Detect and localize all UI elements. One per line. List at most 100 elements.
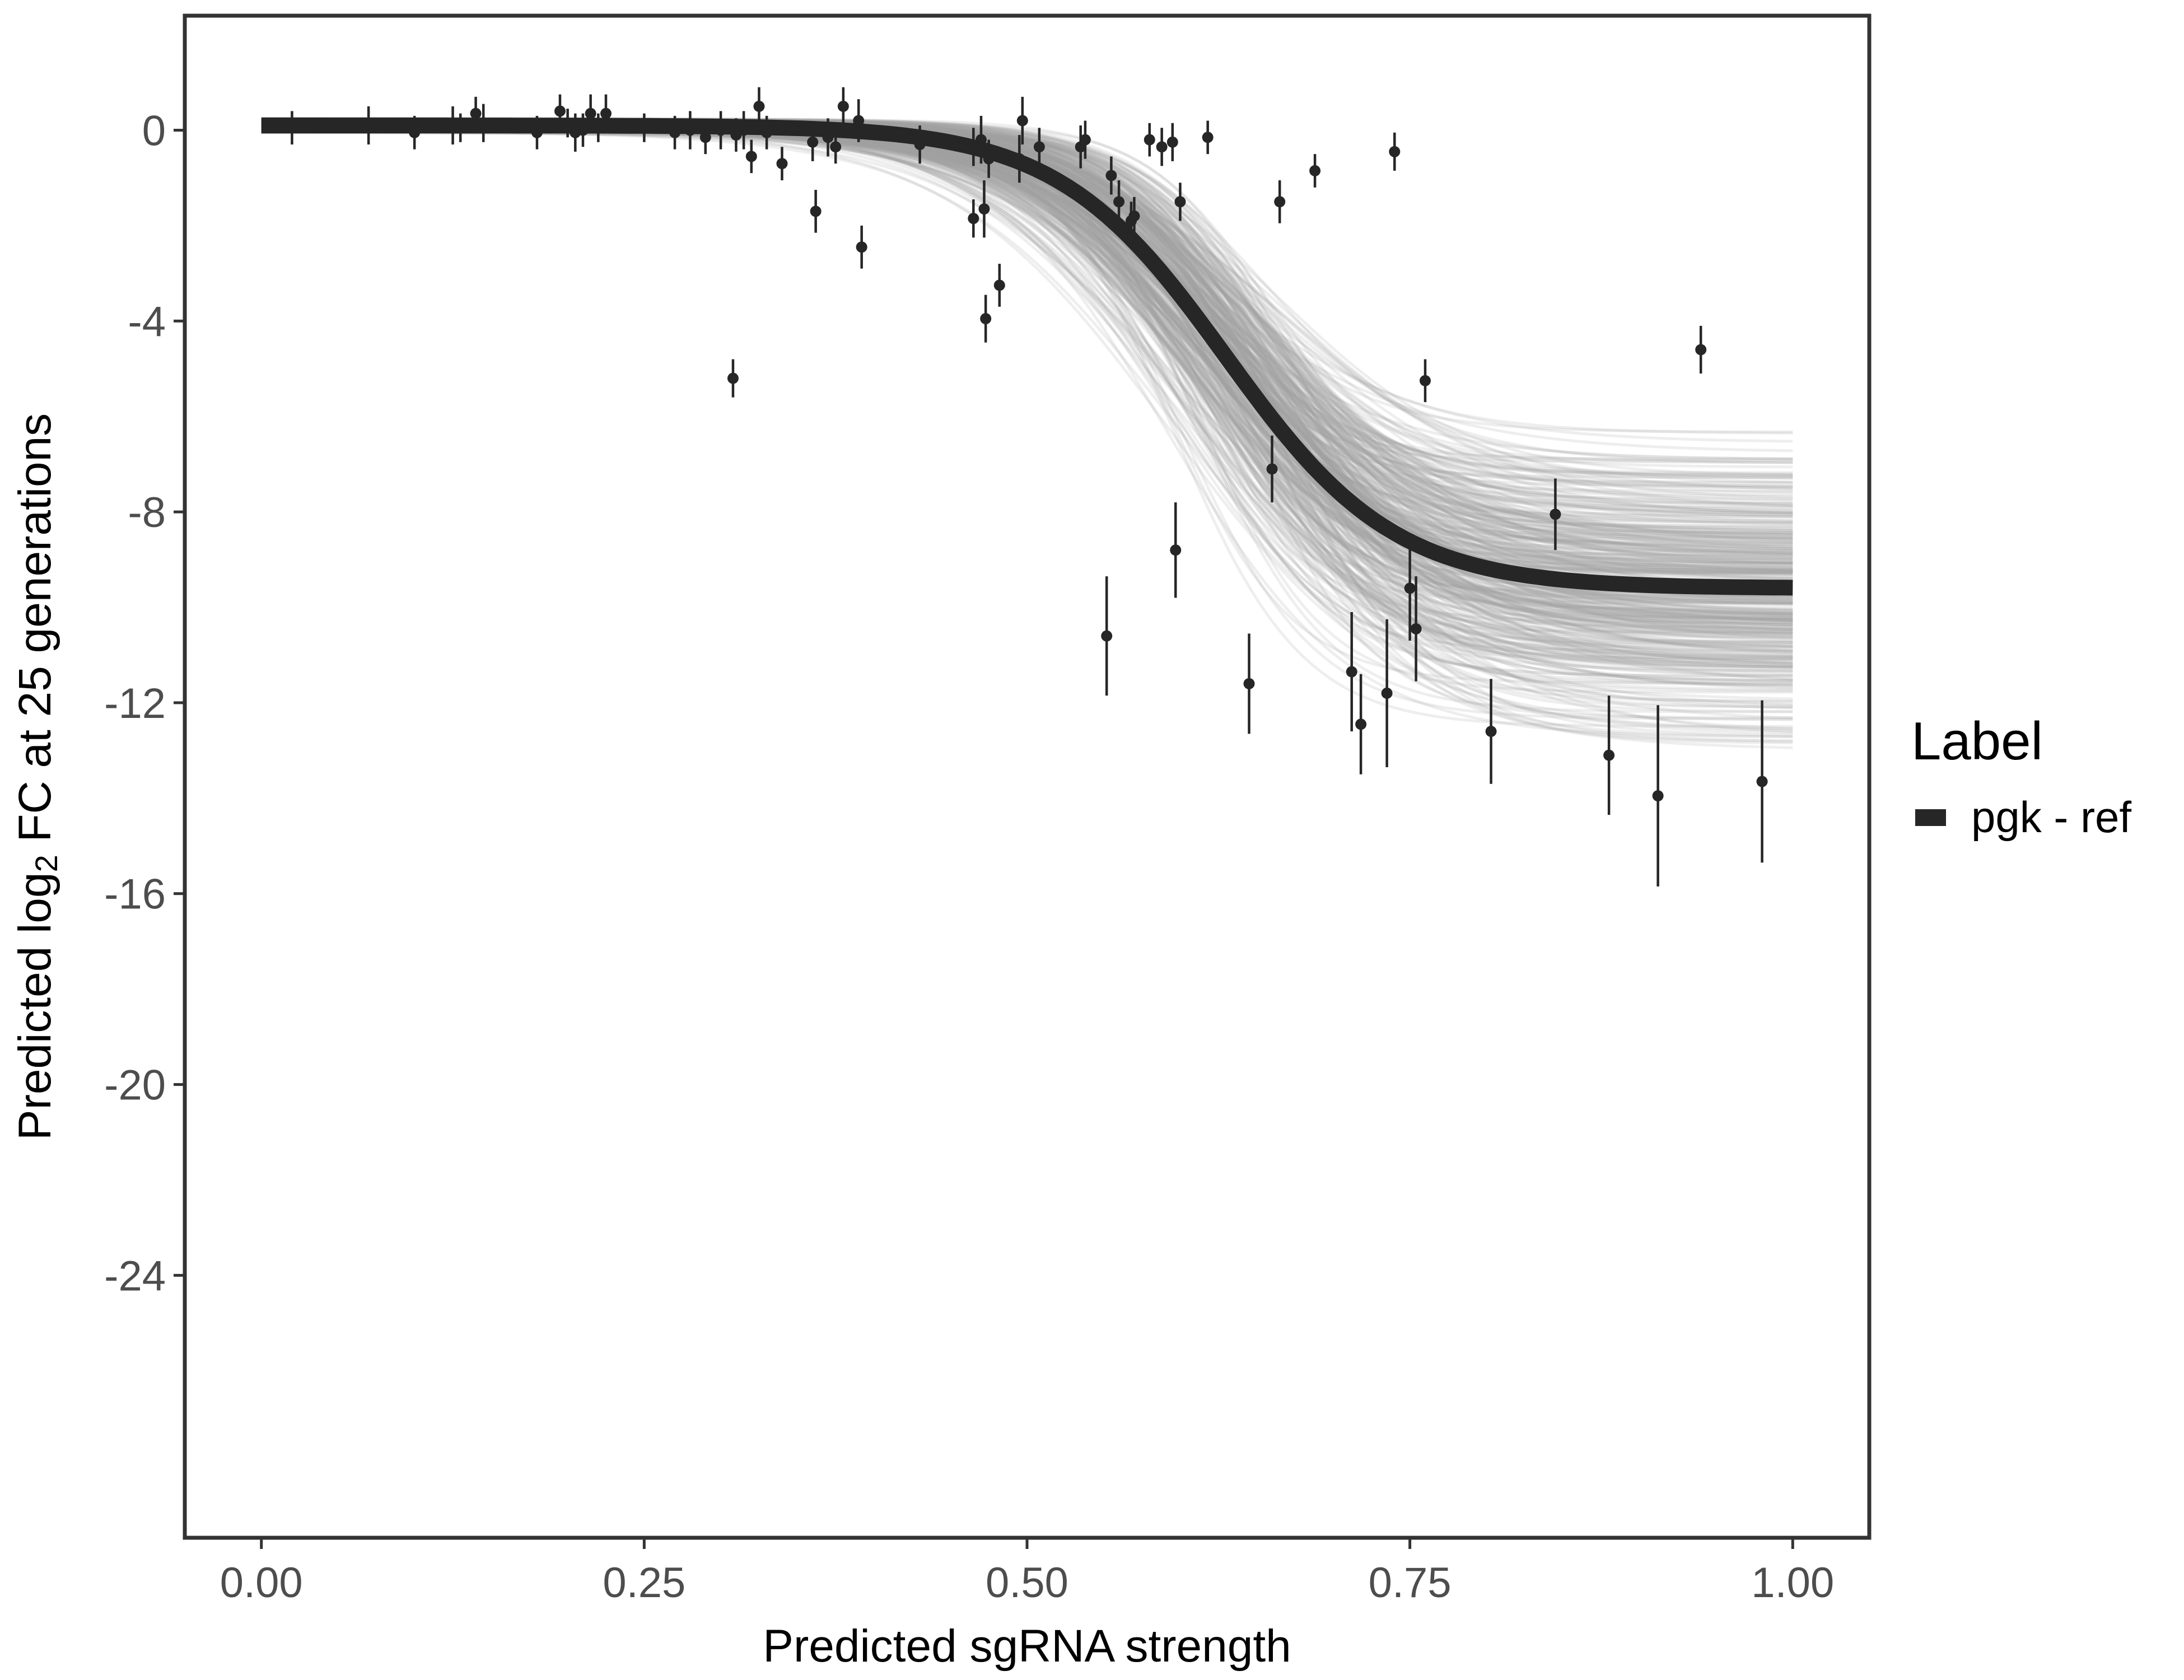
- data-point: [1652, 790, 1664, 802]
- data-point: [669, 127, 681, 138]
- data-point: [1419, 375, 1431, 386]
- data-point: [715, 124, 727, 136]
- data-point: [554, 105, 566, 117]
- data-point: [830, 141, 842, 153]
- data-point: [914, 139, 926, 151]
- data-point: [975, 134, 987, 146]
- data-point: [1144, 134, 1155, 146]
- y-axis-title-suffix: FC at 25 generations: [10, 413, 60, 855]
- data-point: [1128, 210, 1140, 222]
- data-point: [286, 122, 298, 134]
- data-point: [822, 132, 834, 143]
- data-point: [807, 136, 819, 148]
- data-point: [1274, 196, 1286, 208]
- y-tick-label: -8: [128, 489, 166, 536]
- data-point: [968, 213, 979, 225]
- plot-panel-border: [183, 13, 1872, 1540]
- data-point: [1079, 134, 1091, 146]
- data-point: [478, 117, 489, 129]
- data-point: [1603, 749, 1615, 761]
- data-point: [745, 151, 757, 162]
- data-point: [1695, 344, 1707, 356]
- data-point: [531, 127, 543, 138]
- data-point: [978, 203, 990, 215]
- x-axis-title: Predicted sgRNA strength: [763, 1621, 1291, 1672]
- data-point: [753, 100, 765, 112]
- x-tick-label: 0.25: [603, 1559, 685, 1607]
- data-point: [470, 108, 482, 119]
- y-tick-label: -4: [128, 298, 166, 346]
- data-point: [562, 117, 573, 129]
- data-point: [1174, 196, 1186, 208]
- data-point: [738, 124, 750, 136]
- data-point: [684, 124, 696, 136]
- data-point: [968, 141, 979, 153]
- fit-curve-layer: [261, 118, 1793, 596]
- data-point: [853, 115, 865, 127]
- data-point: [1309, 165, 1321, 176]
- data-point: [600, 108, 612, 119]
- data-point: [638, 122, 650, 134]
- data-point: [776, 158, 788, 170]
- data-point: [592, 122, 604, 134]
- x-tick-label: 0.75: [1369, 1559, 1452, 1607]
- y-axis-title: Predicted log2 FC at 25 generations: [10, 413, 64, 1140]
- data-point: [1170, 544, 1182, 556]
- x-tick-label: 1.00: [1751, 1559, 1834, 1607]
- data-point: [761, 127, 773, 138]
- data-point: [699, 132, 711, 143]
- x-tick-label: 0.00: [220, 1559, 303, 1607]
- legend-label-pgk-ref: pgk - ref: [1971, 792, 2131, 842]
- fit-curve-line: [261, 118, 1793, 596]
- data-point: [1243, 678, 1255, 689]
- legend: Label pgk - ref: [1911, 711, 2131, 842]
- data-point: [837, 100, 849, 112]
- legend-key-pgk-ref: [1915, 809, 1946, 826]
- data-point: [577, 124, 589, 136]
- data-point: [1266, 463, 1278, 475]
- legend-title: Label: [1911, 711, 2043, 771]
- data-point: [1016, 115, 1028, 127]
- data-point: [980, 313, 992, 325]
- y-axis: 0 -4 -8 -12 -16 -20 -24: [104, 107, 183, 1300]
- data-point: [1404, 582, 1416, 594]
- data-point: [1346, 666, 1357, 678]
- y-tick-label: 0: [142, 107, 166, 155]
- data-point: [1166, 136, 1178, 148]
- data-point: [409, 127, 421, 138]
- data-point: [993, 279, 1005, 291]
- y-axis-title-subscript: 2: [29, 855, 64, 872]
- y-tick-label: -24: [104, 1252, 166, 1300]
- data-point: [1101, 630, 1113, 642]
- data-point: [1550, 508, 1561, 520]
- data-point: [1113, 196, 1125, 208]
- data-point: [1033, 141, 1045, 153]
- data-point: [1014, 153, 1025, 165]
- data-point: [1381, 687, 1393, 699]
- data-point: [1485, 726, 1497, 738]
- data-point: [983, 153, 995, 165]
- data-point: [1202, 132, 1214, 143]
- posterior-draw-line: [261, 131, 1793, 636]
- data-point: [1389, 146, 1401, 157]
- data-point: [1105, 170, 1117, 181]
- data-point: [1410, 623, 1422, 634]
- data-point: [363, 119, 375, 131]
- data-points: [286, 87, 1768, 886]
- y-tick-label: -16: [104, 871, 166, 918]
- data-point: [585, 108, 596, 119]
- data-point: [1355, 718, 1367, 730]
- x-tick-label: 0.50: [986, 1559, 1068, 1607]
- x-axis: 0.00 0.25 0.50 0.75 1.00: [220, 1539, 1834, 1607]
- data-point: [1756, 776, 1768, 787]
- data-point: [727, 372, 739, 384]
- data-point: [810, 206, 822, 217]
- y-tick-label: -12: [104, 680, 166, 727]
- data-point: [856, 241, 867, 253]
- data-point: [1156, 141, 1168, 153]
- y-axis-title-prefix: Predicted log: [10, 872, 60, 1141]
- data-point: [455, 122, 466, 134]
- y-tick-label: -20: [104, 1062, 166, 1109]
